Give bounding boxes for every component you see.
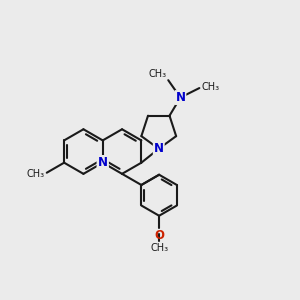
Text: N: N: [98, 156, 108, 169]
Text: N: N: [176, 91, 185, 104]
Text: O: O: [154, 229, 164, 242]
Text: CH₃: CH₃: [151, 243, 169, 253]
Text: CH₃: CH₃: [201, 82, 219, 92]
Text: CH₃: CH₃: [148, 69, 166, 79]
Text: CH₃: CH₃: [26, 169, 44, 179]
Text: N: N: [154, 142, 164, 155]
